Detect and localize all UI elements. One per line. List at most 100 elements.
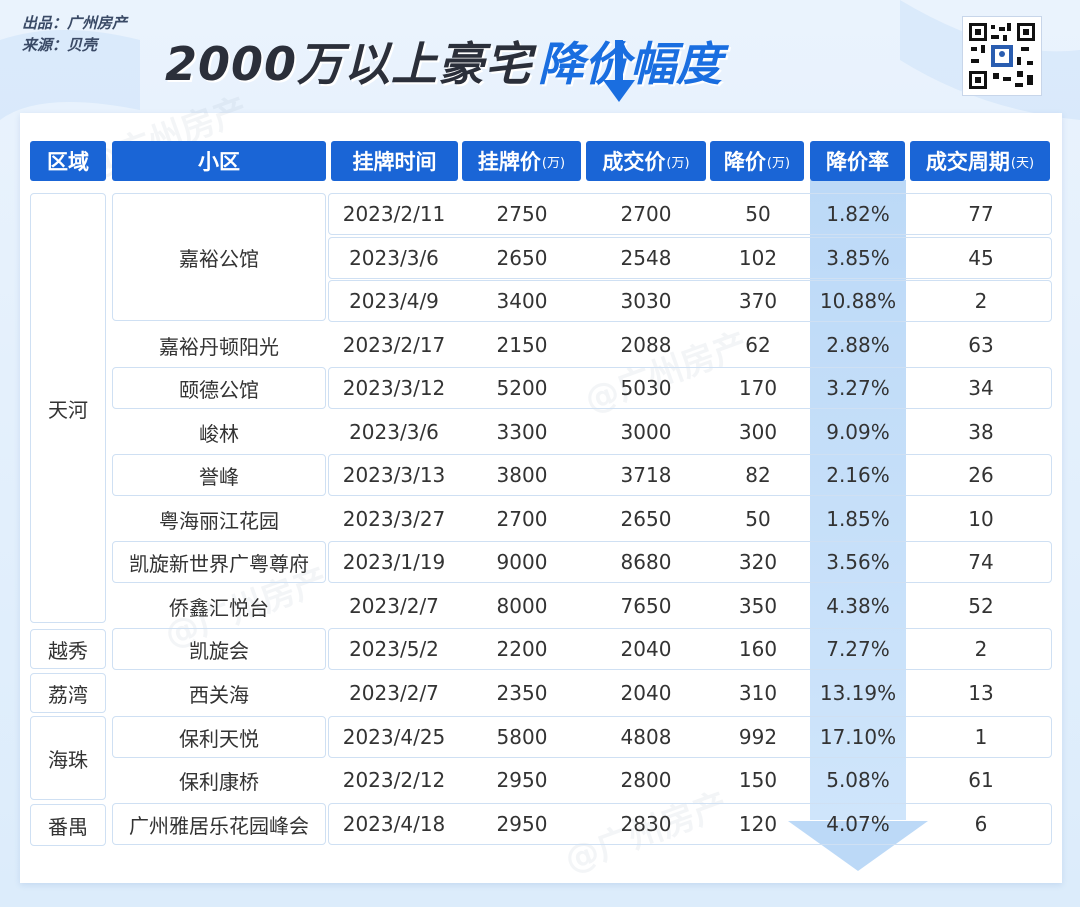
row-frame: [328, 280, 1052, 322]
cell-drop: 310: [738, 681, 778, 705]
cell-deal: 2700: [620, 202, 672, 226]
header-label: 区域: [47, 150, 89, 174]
header-deal-price: 成交价 (万): [586, 141, 706, 181]
row-frame: [328, 541, 1052, 583]
header-community: 小区: [112, 141, 326, 181]
cell-drop: 992: [738, 725, 778, 749]
cell-cycle: 74: [968, 550, 994, 574]
header-unit: (万): [541, 155, 566, 171]
cell-cycle: 6: [974, 812, 988, 836]
cell-deal: 2800: [620, 768, 672, 792]
cell-list: 5200: [496, 376, 548, 400]
cell-list: 2350: [496, 681, 548, 705]
cell-rate: 13.19%: [819, 681, 897, 705]
cell-list: 2650: [496, 246, 548, 270]
cell-time: 2023/5/2: [349, 637, 439, 661]
community-cell: 嘉裕公馆: [112, 193, 326, 321]
community-cell: 誉峰: [112, 454, 326, 496]
row-frame: [328, 716, 1052, 758]
cell-cycle: 63: [968, 333, 994, 357]
highlight-arrow-icon: [788, 821, 928, 871]
cell-list: 8000: [496, 594, 548, 618]
cell-time: 2023/2/7: [349, 681, 439, 705]
cell-list: 2200: [496, 637, 548, 661]
row-frame: [328, 628, 1052, 670]
cell-drop: 150: [738, 768, 778, 792]
source-info: 出品：广州房产 来源：贝壳: [22, 12, 127, 56]
cell-rate: 1.85%: [826, 507, 890, 531]
cell-time: 2023/3/27: [342, 507, 446, 531]
cell-drop: 50: [745, 202, 771, 226]
cell-time: 2023/2/11: [342, 202, 446, 226]
cell-list: 9000: [496, 550, 548, 574]
cell-list: 3800: [496, 463, 548, 487]
district-cell: 越秀: [30, 629, 106, 669]
header-list-time: 挂牌时间: [331, 141, 458, 181]
page-title: 2000万以上豪宅 降价幅度: [165, 24, 722, 94]
header-label: 降价: [723, 150, 766, 174]
cell-rate: 3.85%: [826, 246, 890, 270]
cell-drop: 82: [745, 463, 771, 487]
cell-cycle: 34: [968, 376, 994, 400]
row-frame: [328, 237, 1052, 279]
cell-deal: 3030: [620, 289, 672, 313]
community-cell: 保利天悦: [112, 716, 326, 758]
header-unit: (天): [1010, 155, 1035, 171]
cell-deal: 2040: [620, 637, 672, 661]
community-cell: 凯旋新世界广粤尊府: [112, 541, 326, 583]
district-cell: 海珠: [30, 716, 106, 800]
cell-rate: 3.56%: [826, 550, 890, 574]
community-cell: 西关海: [189, 682, 249, 707]
cell-rate: 2.16%: [826, 463, 890, 487]
cell-rate: 1.82%: [826, 202, 890, 226]
header-unit: (万): [666, 155, 690, 171]
header-drop: 降价 (万): [710, 141, 804, 181]
cell-cycle: 2: [974, 289, 988, 313]
cell-drop: 350: [738, 594, 778, 618]
header-label: 挂牌价: [477, 150, 541, 174]
cell-rate: 2.88%: [826, 333, 890, 357]
cell-drop: 120: [738, 812, 778, 836]
header-district: 区域: [30, 141, 106, 181]
cell-list: 5800: [496, 725, 548, 749]
district-cell: 荔湾: [30, 673, 106, 713]
cell-list: 2700: [496, 507, 548, 531]
cell-deal: 2830: [620, 812, 672, 836]
cell-drop: 320: [738, 550, 778, 574]
title-main: 2000万以上豪宅: [165, 37, 533, 91]
cell-cycle: 61: [968, 768, 994, 792]
cell-time: 2023/3/13: [342, 463, 446, 487]
cell-list: 3400: [496, 289, 548, 313]
cell-cycle: 52: [968, 594, 994, 618]
cell-rate: 7.27%: [826, 637, 890, 661]
cell-deal: 8680: [620, 550, 672, 574]
cell-rate: 10.88%: [819, 289, 897, 313]
cell-rate: 4.07%: [826, 812, 890, 836]
cell-deal: 2088: [620, 333, 672, 357]
cell-deal: 2650: [620, 507, 672, 531]
drop-rate-highlight: [810, 180, 906, 820]
cell-list: 2950: [496, 768, 548, 792]
cell-time: 2023/2/7: [349, 594, 439, 618]
community-cell: 嘉裕丹顿阳光: [159, 334, 279, 359]
cell-drop: 300: [738, 420, 778, 444]
cell-time: 2023/4/9: [349, 289, 439, 313]
cell-drop: 102: [738, 246, 778, 270]
cell-drop: 370: [738, 289, 778, 313]
header-cycle: 成交周期 (天): [910, 141, 1050, 181]
header-drop-rate: 降价率: [810, 141, 905, 181]
district-cell: 天河: [30, 193, 106, 623]
community-cell: 保利康桥: [179, 769, 259, 794]
cell-list: 2150: [496, 333, 548, 357]
cell-drop: 50: [745, 507, 771, 531]
header-list-price: 挂牌价 (万): [462, 141, 581, 181]
header-label: 小区: [198, 150, 240, 174]
cell-drop: 160: [738, 637, 778, 661]
cell-cycle: 45: [968, 246, 994, 270]
header-unit: (万): [766, 155, 791, 171]
cell-deal: 7650: [620, 594, 672, 618]
cell-time: 2023/2/17: [342, 333, 446, 357]
cell-time: 2023/2/12: [342, 768, 446, 792]
cell-rate: 9.09%: [826, 420, 890, 444]
cell-cycle: 77: [968, 202, 994, 226]
